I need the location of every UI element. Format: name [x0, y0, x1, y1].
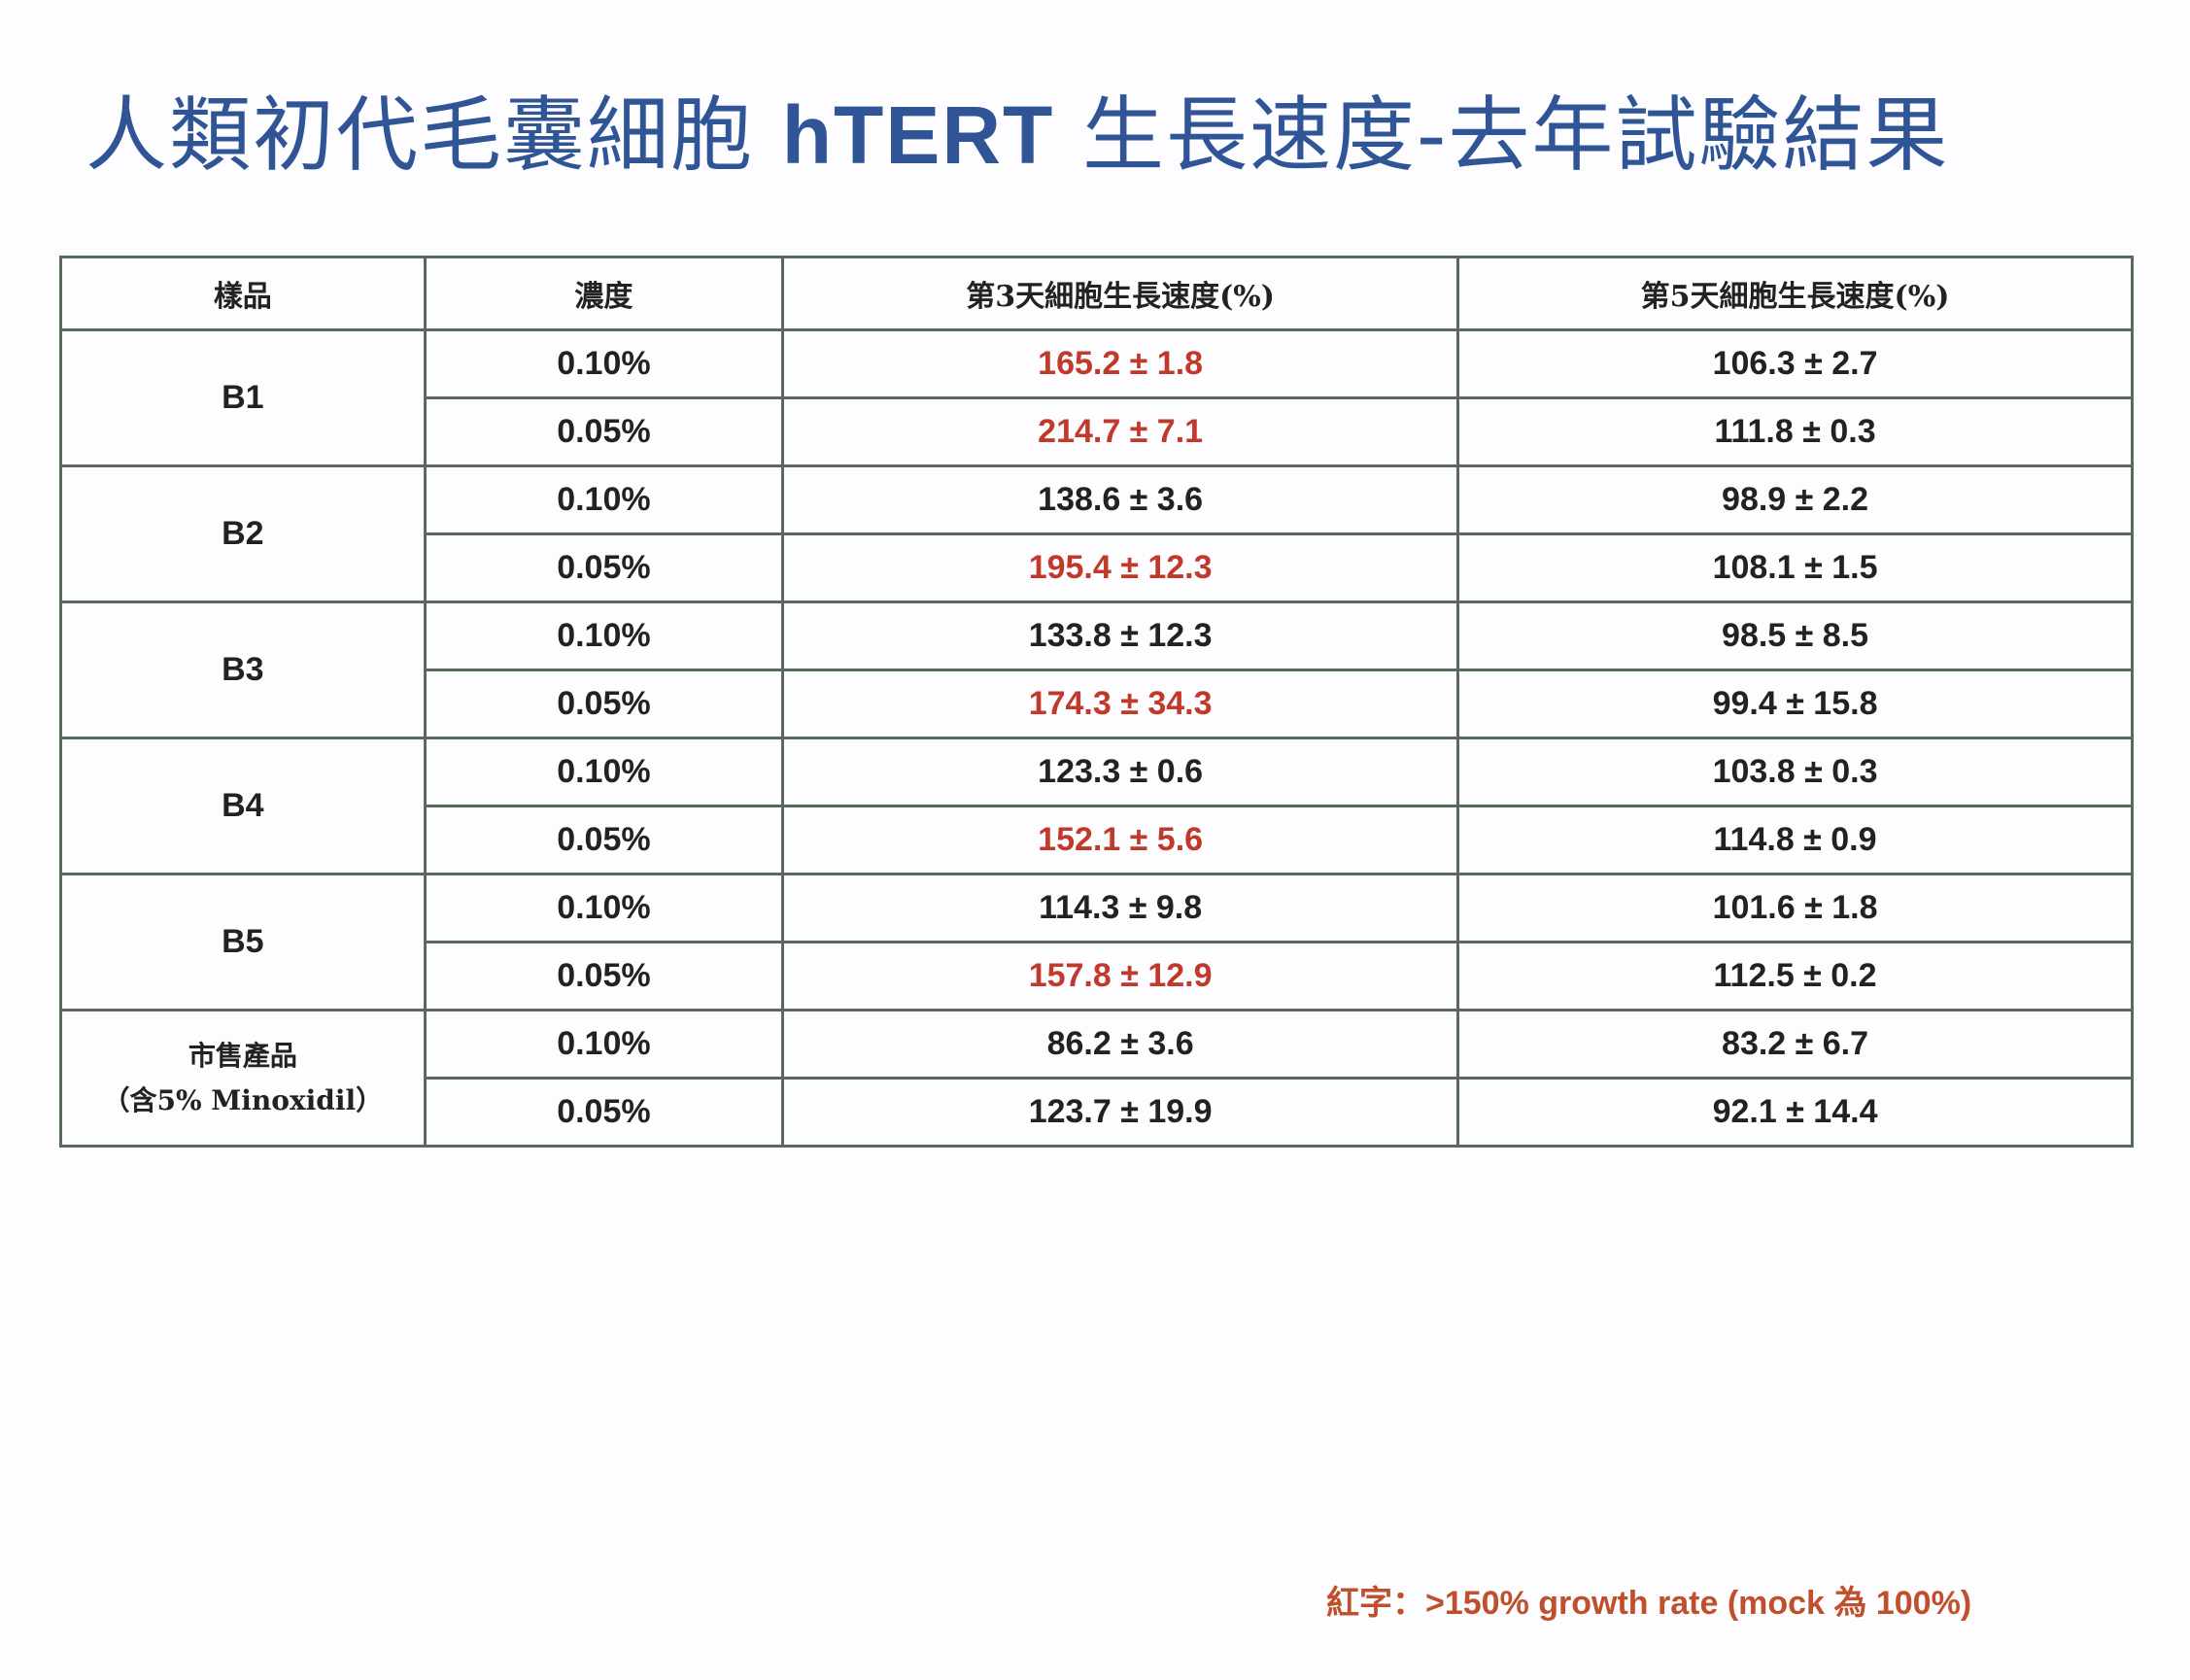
day5-cell: 98.5 ± 8.5: [1456, 600, 2134, 671]
sample-name: B5: [222, 923, 264, 960]
day3-cell: 152.1 ± 5.6: [781, 805, 1460, 875]
table-row: B2 0.10% 138.6 ± 3.6 98.9 ± 2.2: [59, 464, 2134, 603]
footnote: 紅字：>150% growth rate (mock 為 100%): [1326, 1585, 1972, 1622]
title-suffix: 生長速度-去年試驗結果: [1054, 87, 1950, 183]
sample-cell: B4: [59, 737, 427, 875]
table-row: 市售產品 （含5% Minoxidil） 0.10% 86.2 ± 3.6 83.2 ±…: [59, 1009, 2134, 1148]
sample-name: B3: [222, 651, 264, 688]
day5-cell: 114.8 ± 0.9: [1456, 805, 2134, 875]
sample-cell: B2: [59, 464, 427, 603]
day3-cell: 86.2 ± 3.6: [781, 1009, 1460, 1080]
table-row: B1 0.10% 165.2 ± 1.8 106.3 ± 2.7: [59, 328, 2134, 467]
title-prefix: 人類初代毛囊細胞: [86, 87, 782, 183]
column-header: 濃度: [423, 256, 785, 331]
sample-cell: 市售產品 （含5% Minoxidil）: [59, 1009, 427, 1148]
concentration-cell: 0.10%: [423, 873, 785, 943]
column-header: 第3天細胞生長速度(%): [781, 256, 1460, 331]
concentration-cell: 0.10%: [423, 600, 785, 671]
results-table: 樣品 濃度 第3天細胞生長速度(%) 第5天細胞生長速度(%) B1 0.10% 165.…: [59, 256, 2134, 1148]
table-row: 0.05% 157.8 ± 12.9 112.5 ± 0.2: [61, 941, 2134, 1011]
header-row: 樣品 濃度 第3天細胞生長速度(%) 第5天細胞生長速度(%): [59, 256, 2134, 331]
table-row: 0.05% 174.3 ± 34.3 99.4 ± 15.8: [61, 669, 2134, 739]
table-row: 0.05% 214.7 ± 7.1 111.8 ± 0.3: [61, 396, 2134, 467]
table-row: 0.05% 123.7 ± 19.9 92.1 ± 14.4: [61, 1077, 2134, 1148]
day5-cell: 101.6 ± 1.8: [1456, 873, 2134, 943]
concentration-cell: 0.05%: [423, 396, 785, 467]
day3-cell: 214.7 ± 7.1: [781, 396, 1460, 467]
table-row: B5 0.10% 114.3 ± 9.8 101.6 ± 1.8: [59, 873, 2134, 1011]
sample-cell: B3: [59, 600, 427, 739]
table-row: B3 0.10% 133.8 ± 12.3 98.5 ± 8.5: [59, 600, 2134, 739]
concentration-cell: 0.05%: [423, 532, 785, 603]
table-row: B4 0.10% 123.3 ± 0.6 103.8 ± 0.3: [59, 737, 2134, 875]
sample-name: B1: [222, 379, 264, 416]
concentration-cell: 0.10%: [423, 328, 785, 399]
column-header: 第5天細胞生長速度(%): [1456, 256, 2134, 331]
day5-cell: 103.8 ± 0.3: [1456, 737, 2134, 807]
concentration-cell: 0.10%: [423, 464, 785, 535]
day3-cell: 195.4 ± 12.3: [781, 532, 1460, 603]
day3-cell: 123.3 ± 0.6: [781, 737, 1460, 807]
day3-cell: 165.2 ± 1.8: [781, 328, 1460, 399]
day5-cell: 92.1 ± 14.4: [1456, 1077, 2134, 1148]
day5-cell: 112.5 ± 0.2: [1456, 941, 2134, 1011]
concentration-cell: 0.05%: [423, 1077, 785, 1148]
day5-cell: 99.4 ± 15.8: [1456, 669, 2134, 739]
day3-cell: 123.7 ± 19.9: [781, 1077, 1460, 1148]
day5-cell: 98.9 ± 2.2: [1456, 464, 2134, 535]
concentration-cell: 0.05%: [423, 941, 785, 1011]
concentration-cell: 0.10%: [423, 1009, 785, 1080]
day3-cell: 133.8 ± 12.3: [781, 600, 1460, 671]
concentration-cell: 0.05%: [423, 805, 785, 875]
day5-cell: 83.2 ± 6.7: [1456, 1009, 2134, 1080]
page-title: 人類初代毛囊細胞 hTERT 生長速度-去年試驗結果: [86, 70, 1949, 188]
sample-name: B4: [222, 787, 264, 824]
day5-cell: 106.3 ± 2.7: [1456, 328, 2134, 399]
day5-cell: 111.8 ± 0.3: [1456, 396, 2134, 467]
table-row: 0.05% 195.4 ± 12.3 108.1 ± 1.5: [61, 532, 2134, 603]
concentration-cell: 0.05%: [423, 669, 785, 739]
concentration-cell: 0.10%: [423, 737, 785, 807]
title-bold: hTERT: [781, 89, 1055, 181]
day5-cell: 108.1 ± 1.5: [1456, 532, 2134, 603]
sample-note: （含5% Minoxidil）: [102, 1083, 384, 1116]
day3-cell: 174.3 ± 34.3: [781, 669, 1460, 739]
sample-cell: B5: [59, 873, 427, 1011]
table-row: 0.05% 152.1 ± 5.6 114.8 ± 0.9: [61, 805, 2134, 875]
day3-cell: 157.8 ± 12.9: [781, 941, 1460, 1011]
sample-name: 市售產品: [188, 1039, 297, 1072]
day3-cell: 138.6 ± 3.6: [781, 464, 1460, 535]
sample-cell: B1: [59, 328, 427, 467]
column-header: 樣品: [59, 256, 427, 331]
day3-cell: 114.3 ± 9.8: [781, 873, 1460, 943]
sample-name: B2: [222, 515, 264, 552]
